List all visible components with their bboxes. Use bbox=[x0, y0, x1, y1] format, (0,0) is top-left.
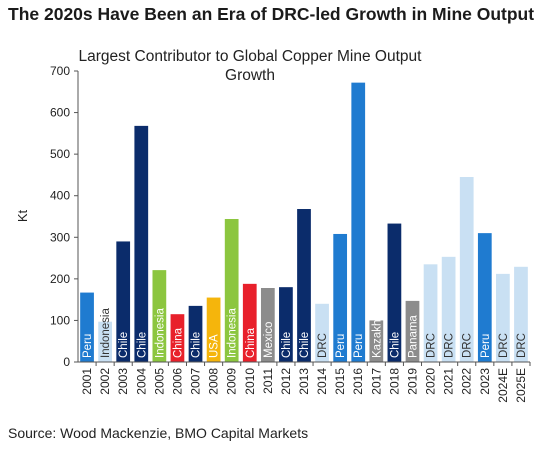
x-tick-label: 2010 bbox=[243, 368, 257, 395]
bar-label: DRC bbox=[426, 333, 438, 358]
bar-label: Indonesia bbox=[227, 308, 239, 358]
x-tick-label: 2002 bbox=[98, 368, 112, 395]
source-note: Source: Wood Mackenzie, BMO Capital Mark… bbox=[8, 425, 309, 441]
x-tick-label: 2011 bbox=[261, 368, 275, 394]
bar bbox=[116, 241, 131, 362]
x-tick-label: 2008 bbox=[207, 368, 221, 395]
x-tick-label: 2025E bbox=[514, 368, 528, 403]
x-tick-label: 2005 bbox=[152, 368, 166, 395]
bar-label: DRC bbox=[444, 333, 456, 358]
bar bbox=[134, 125, 149, 362]
x-tick-labels: 2001 2002 2003 2004 2005 2006 2007 2008 2009 2010… bbox=[80, 362, 531, 403]
y-tick-label: 300 bbox=[50, 230, 70, 244]
bar bbox=[387, 223, 402, 362]
bar-label: Panama bbox=[407, 315, 419, 358]
bar bbox=[206, 297, 221, 362]
y-tick-label: 200 bbox=[50, 272, 70, 286]
x-tick-label: 2015 bbox=[333, 368, 347, 395]
bar-label: Chile bbox=[136, 332, 148, 358]
x-tick-label: 2004 bbox=[134, 368, 148, 395]
x-tick-label: 2013 bbox=[297, 368, 311, 395]
y-tick-label: 100 bbox=[50, 313, 70, 327]
bar-label: DRC bbox=[317, 333, 329, 358]
y-tick-labels: 0 100 200 300 400 500 600 700 bbox=[50, 64, 78, 369]
y-tick-label: 600 bbox=[50, 106, 70, 120]
x-tick-label: 2009 bbox=[225, 368, 239, 395]
bar bbox=[297, 209, 311, 362]
chart-title: Largest Contributor to Global Copper Min… bbox=[78, 48, 422, 84]
x-tick-label: 2016 bbox=[351, 368, 365, 395]
bar-label: Peru bbox=[480, 334, 492, 358]
bar-label: Chile bbox=[118, 332, 130, 358]
y-axis: 0 100 200 300 400 500 600 700 Kt bbox=[15, 64, 79, 369]
bar bbox=[369, 320, 384, 362]
bar bbox=[315, 303, 329, 362]
y-tick-label: 400 bbox=[50, 189, 70, 203]
y-tick-label: 700 bbox=[50, 64, 70, 78]
x-tick-label: 2001 bbox=[80, 368, 94, 395]
bar-label: Peru bbox=[335, 334, 347, 358]
bar bbox=[279, 287, 293, 362]
x-tick-label: 2024E bbox=[496, 368, 510, 403]
bar-label: DRC bbox=[516, 333, 528, 358]
x-tick-label: 2020 bbox=[424, 368, 438, 395]
bar bbox=[514, 266, 528, 362]
bar-label: Chile bbox=[281, 332, 293, 358]
bar-label: Kazakhstan bbox=[371, 298, 383, 358]
x-tick-label: 2019 bbox=[405, 368, 419, 395]
y-tick-label: 500 bbox=[50, 147, 70, 161]
bar bbox=[152, 270, 167, 362]
bar-label: Indonesia bbox=[100, 308, 112, 358]
y-tick-label: 0 bbox=[63, 355, 70, 369]
bar bbox=[496, 273, 510, 362]
x-tick-label: 2023 bbox=[478, 368, 492, 395]
headline: The 2020s Have Been an Era of DRC-led Gr… bbox=[8, 4, 535, 24]
bar-label: USA bbox=[209, 334, 221, 358]
bar-label: DRC bbox=[498, 333, 510, 358]
bar bbox=[260, 288, 275, 362]
bar bbox=[333, 233, 348, 362]
x-tick-label: 2007 bbox=[189, 368, 203, 395]
bar-label: China bbox=[245, 327, 257, 358]
bar bbox=[441, 256, 456, 362]
bar bbox=[351, 82, 366, 362]
x-tick-label: 2021 bbox=[442, 368, 456, 395]
bar bbox=[477, 233, 492, 362]
bar bbox=[405, 300, 420, 362]
x-tick-label: 2022 bbox=[460, 368, 474, 395]
bar-label: Peru bbox=[353, 334, 365, 358]
x-tick-label: 2018 bbox=[387, 368, 401, 395]
bar-label: Mexico bbox=[263, 322, 275, 358]
bar bbox=[459, 177, 474, 362]
x-tick-label: 2003 bbox=[116, 368, 130, 395]
x-tick-label: 2006 bbox=[170, 368, 184, 395]
x-tick-label: 2014 bbox=[315, 368, 329, 395]
bar-label: Chile bbox=[191, 332, 203, 358]
bar bbox=[224, 218, 239, 362]
bar bbox=[98, 321, 112, 362]
bar-label: Indonesia bbox=[154, 308, 166, 358]
x-tick-label: 2012 bbox=[279, 368, 293, 395]
bar-label: DRC bbox=[462, 333, 474, 358]
bar-label: China bbox=[172, 327, 184, 358]
bar-label: Peru bbox=[82, 334, 94, 358]
x-tick-label: 2017 bbox=[369, 368, 383, 395]
bar bbox=[80, 292, 94, 362]
y-axis-label: Kt bbox=[15, 209, 30, 222]
bar-label: Chile bbox=[299, 332, 311, 358]
bar bbox=[423, 264, 438, 362]
bars: Peru Indonesia Chile Chile Indonesia China Chi… bbox=[80, 82, 528, 362]
bar bbox=[242, 283, 257, 362]
bar-label: Chile bbox=[389, 332, 401, 358]
bar bbox=[170, 314, 185, 362]
bar bbox=[188, 305, 203, 362]
